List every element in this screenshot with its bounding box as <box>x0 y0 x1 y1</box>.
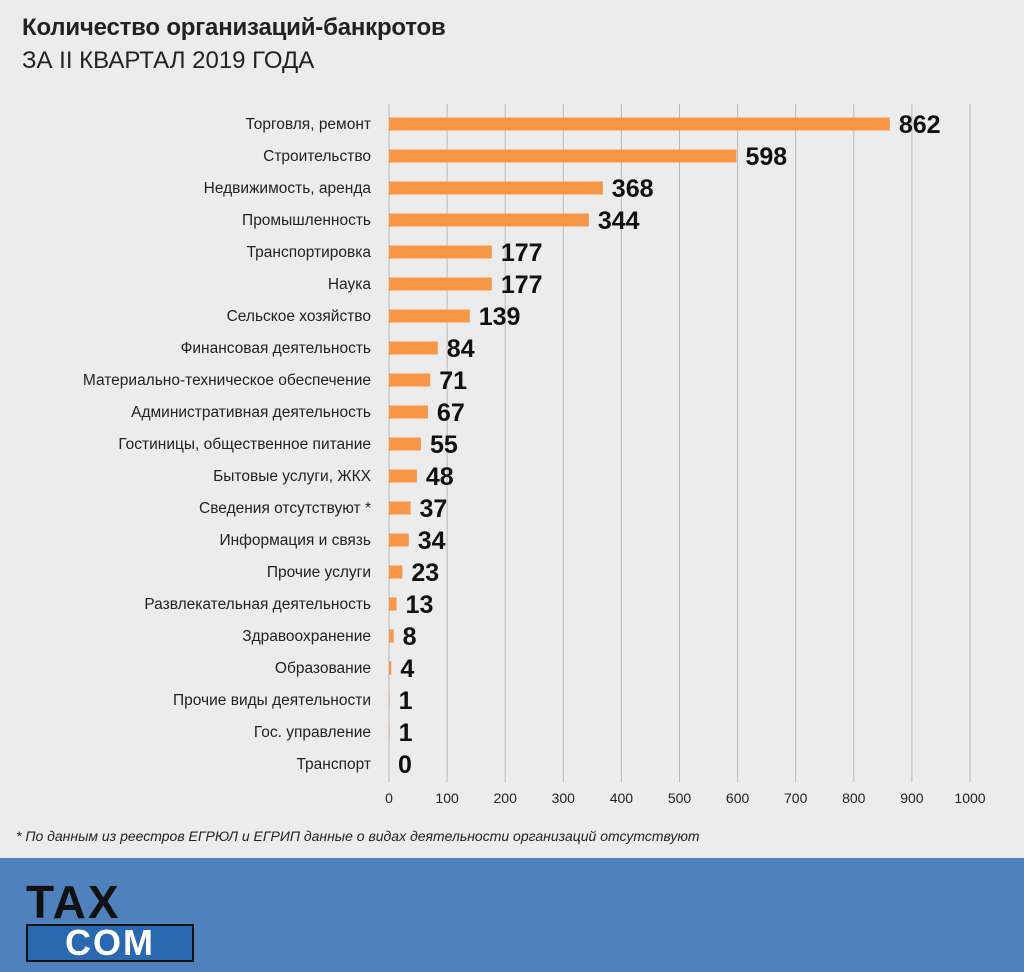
data-label: 139 <box>479 303 521 331</box>
category-label: Сельское хозяйство <box>227 308 371 325</box>
data-label: 368 <box>612 175 654 203</box>
logo-text-com: COM <box>26 924 194 962</box>
data-label: 71 <box>439 367 467 395</box>
logo-text-tax: TAX <box>26 876 121 928</box>
data-label: 1 <box>399 687 413 715</box>
category-label: Информация и связь <box>219 532 371 549</box>
category-label: Развлекательная деятельность <box>144 596 371 613</box>
bar-chart: 0 100 200 300 400 500 600 700 800 900 1000 Торговля… <box>83 104 986 806</box>
category-label: Транспорт <box>296 756 371 773</box>
chart-title: Количество организаций-банкротов <box>22 14 446 41</box>
data-label: 177 <box>501 239 543 267</box>
data-label: 598 <box>745 143 787 171</box>
data-label: 177 <box>501 271 543 299</box>
x-tick-label: 300 <box>552 790 576 806</box>
category-label: Гостиницы, общественное питание <box>118 436 371 453</box>
data-label: 84 <box>447 335 475 363</box>
category-label: Торговля, ремонт <box>245 116 371 133</box>
bar <box>389 277 492 291</box>
category-label: Гос. управление <box>254 724 371 741</box>
category-label: Здравоохранение <box>242 628 371 645</box>
bar <box>389 181 603 195</box>
category-label: Административная деятельность <box>131 404 371 421</box>
category-label: Прочие виды деятельности <box>173 692 371 709</box>
bar <box>389 565 403 579</box>
taxcom-logo: TAX COM <box>26 876 198 962</box>
category-label: Строительство <box>263 148 371 165</box>
x-tick-label: 400 <box>610 790 634 806</box>
x-tick-label: 200 <box>494 790 518 806</box>
bar <box>389 309 470 323</box>
chart-header: Количество организаций-банкротов ЗА II К… <box>22 12 446 78</box>
bar <box>389 245 492 259</box>
data-label: 1 <box>399 719 413 747</box>
bar <box>389 405 428 419</box>
data-label: 344 <box>598 207 640 235</box>
category-label: Наука <box>328 276 372 293</box>
x-tick-label: 900 <box>900 790 924 806</box>
bar <box>389 213 589 227</box>
x-tick-label: 0 <box>385 790 393 806</box>
bar <box>389 725 390 739</box>
category-label: Промышленность <box>242 212 371 229</box>
category-label: Бытовые услуги, ЖКХ <box>213 468 372 485</box>
bar <box>389 149 737 163</box>
category-label: Образование <box>275 660 371 677</box>
bar <box>389 533 409 547</box>
data-label: 34 <box>418 527 446 555</box>
chart-subtitle: ЗА II КВАРТАЛ 2019 ГОДА <box>22 47 315 74</box>
x-tick-label: 1000 <box>954 790 985 806</box>
bar <box>389 597 397 611</box>
category-label: Транспортировка <box>247 244 372 261</box>
data-label: 48 <box>426 463 454 491</box>
data-label: 13 <box>406 591 434 619</box>
category-label: Прочие услуги <box>267 564 371 581</box>
category-label: Недвижимость, аренда <box>204 180 372 197</box>
bar <box>389 661 392 675</box>
category-label: Сведения отсутствуют * <box>199 500 371 517</box>
bar <box>389 341 438 355</box>
bar <box>389 437 421 451</box>
data-label: 55 <box>430 431 458 459</box>
data-label: 4 <box>400 655 414 683</box>
category-label: Материально-техническое обеспечение <box>83 372 371 389</box>
data-label: 37 <box>419 495 447 523</box>
bar <box>389 469 417 483</box>
data-label: 862 <box>899 111 941 139</box>
x-tick-label: 600 <box>726 790 750 806</box>
x-tick-label: 500 <box>668 790 692 806</box>
footnote: * По данным из реестров ЕГРЮЛ и ЕГРИП да… <box>16 828 700 844</box>
data-label: 0 <box>398 751 412 779</box>
x-tick-label: 700 <box>784 790 808 806</box>
bar <box>389 629 394 643</box>
category-label: Финансовая деятельность <box>181 340 371 357</box>
data-label: 23 <box>411 559 439 587</box>
x-tick-label: 800 <box>842 790 866 806</box>
bar <box>389 693 390 707</box>
x-tick-label: 100 <box>435 790 459 806</box>
data-label: 67 <box>437 399 465 427</box>
bar <box>389 501 411 515</box>
data-label: 8 <box>403 623 417 651</box>
bar <box>389 373 431 387</box>
bar <box>389 117 890 131</box>
